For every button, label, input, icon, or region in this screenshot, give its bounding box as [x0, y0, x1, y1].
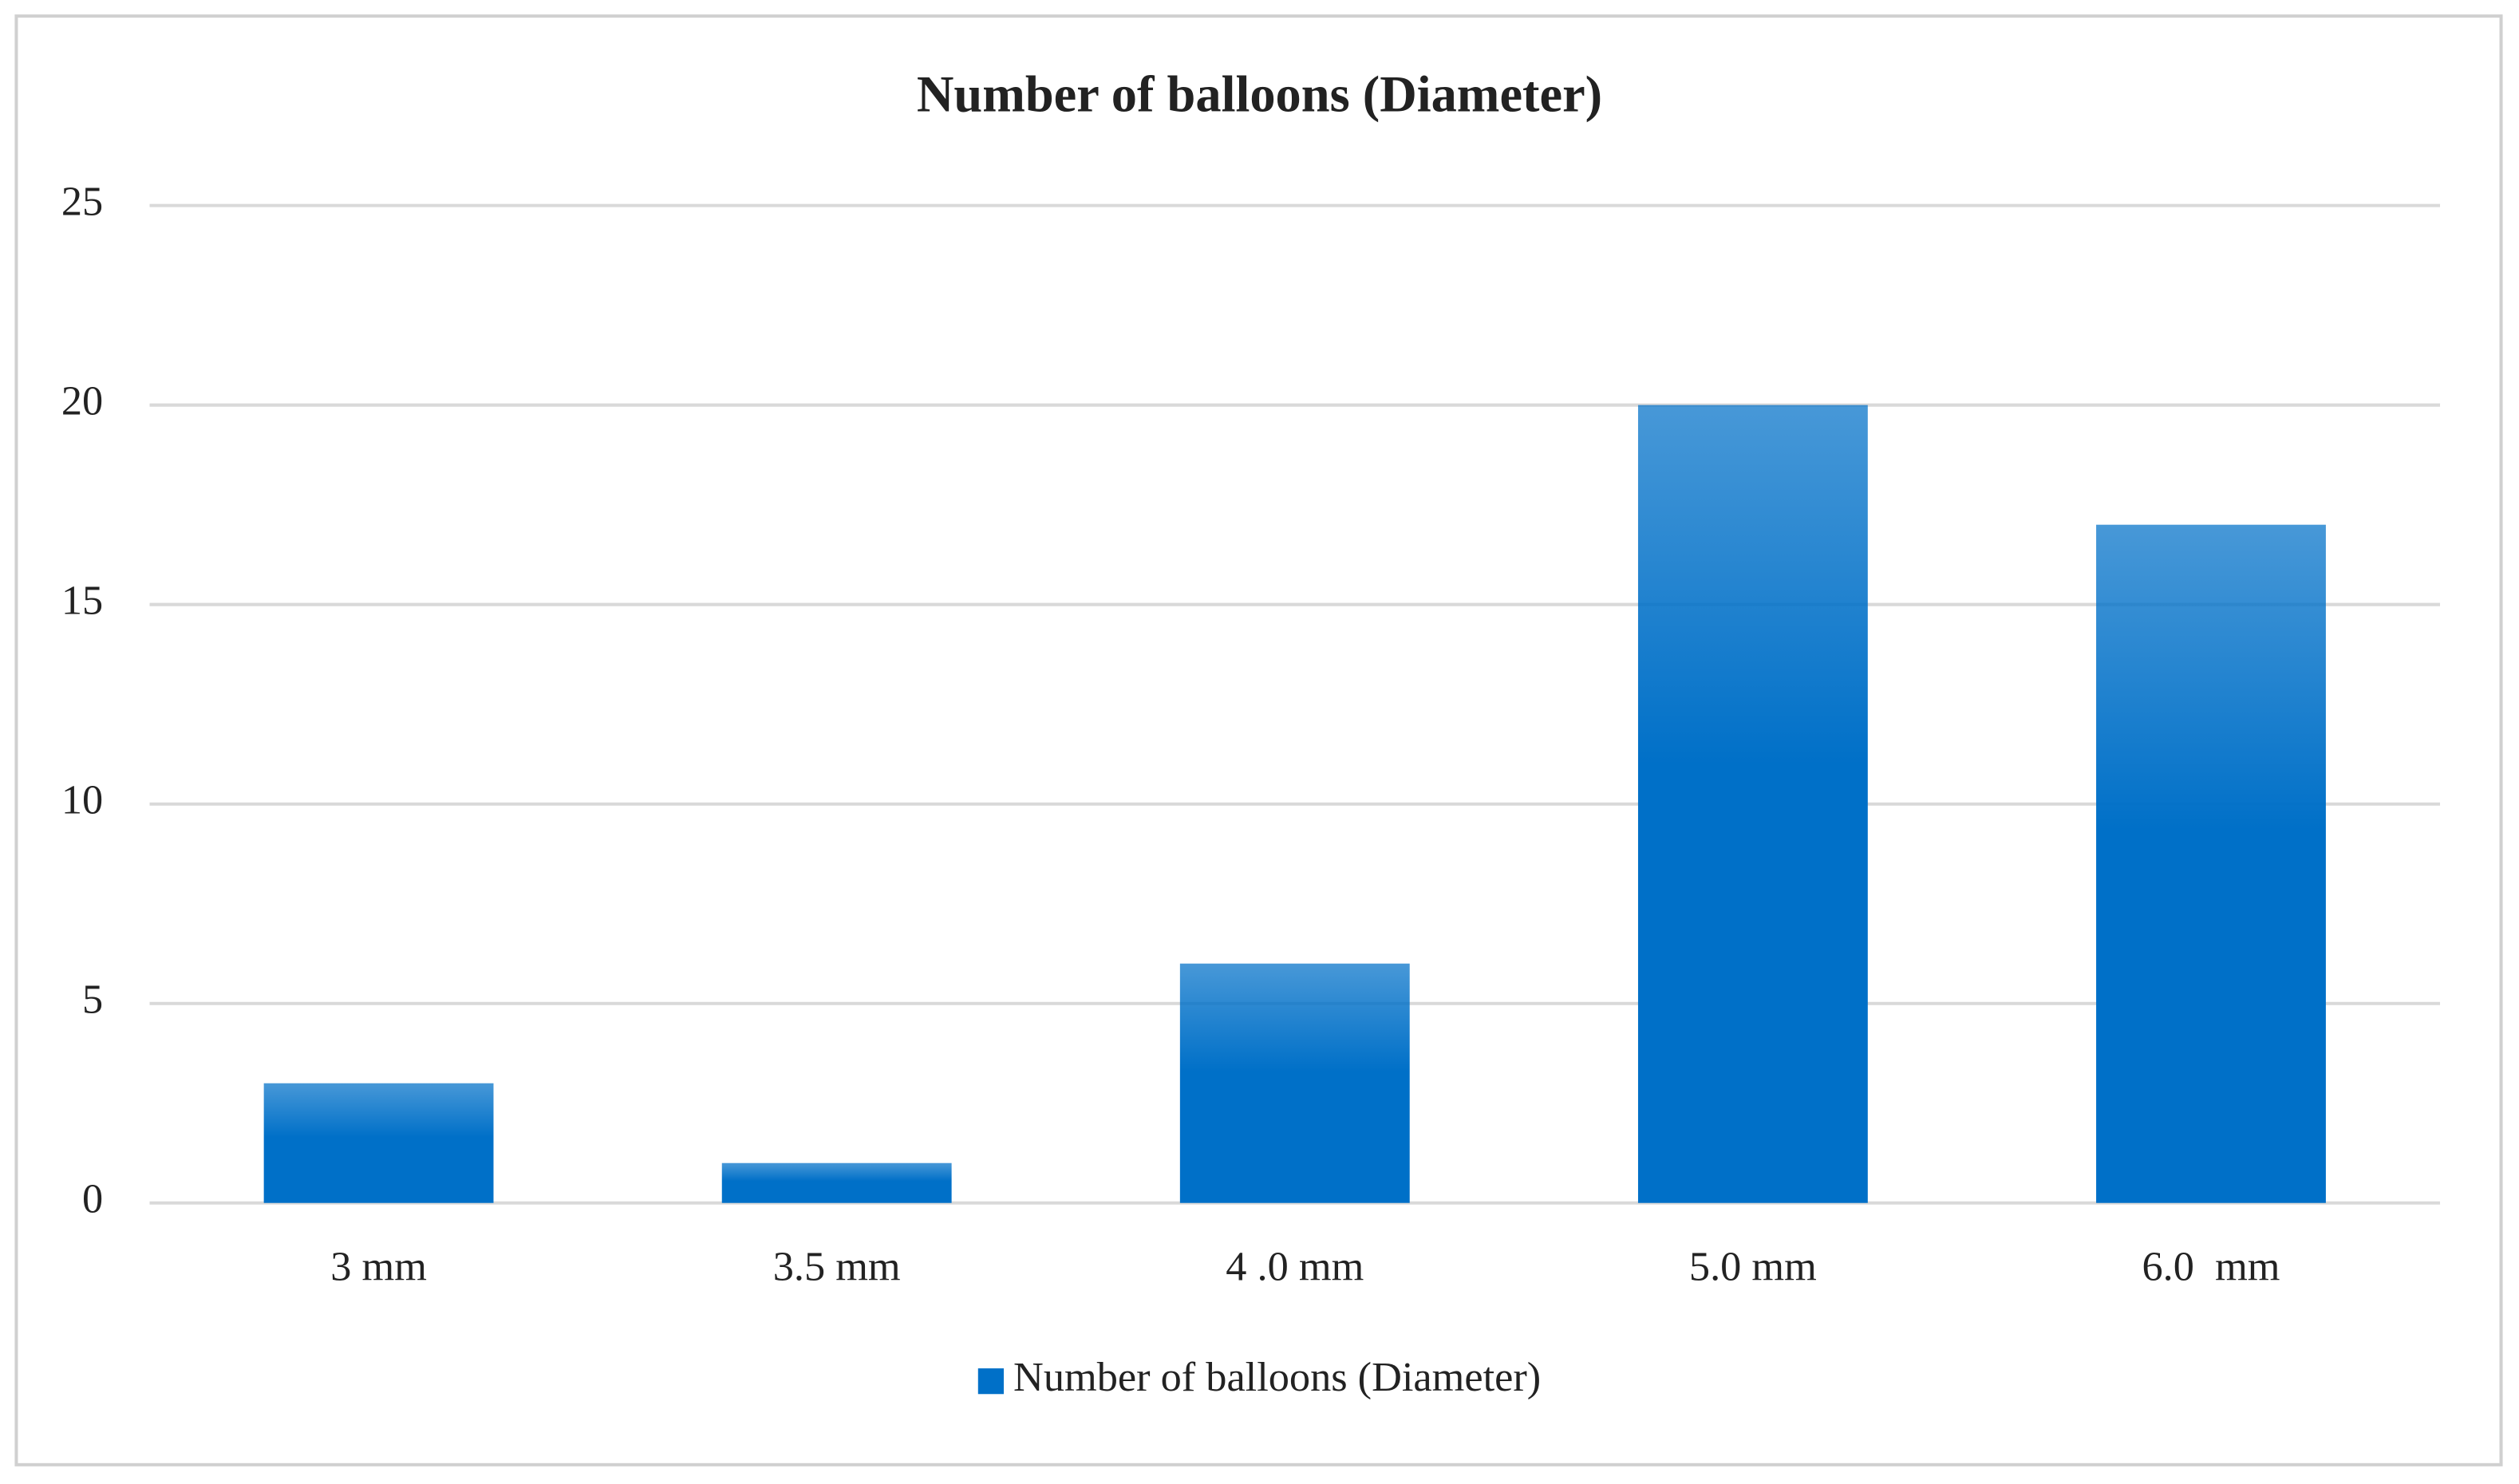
y-tick-label: 25 — [61, 179, 103, 225]
x-tick-label: 4 .0 mm — [1226, 1243, 1364, 1289]
x-tick-label: 5.0 mm — [1689, 1243, 1817, 1289]
x-tick-label: 6.0 mm — [2142, 1243, 2280, 1289]
x-tick-label: 3 mm — [330, 1243, 427, 1289]
y-tick-label: 0 — [82, 1176, 103, 1222]
chart-border — [14, 14, 2503, 1466]
chart-title: Number of balloons (Diameter) — [917, 66, 1602, 123]
legend-label: Number of balloons (Diameter) — [1013, 1354, 1541, 1400]
y-tick-label: 20 — [61, 378, 103, 424]
y-tick-label: 15 — [61, 578, 103, 624]
bar — [721, 1162, 952, 1203]
legend-swatch — [977, 1368, 1004, 1395]
bar — [2096, 524, 2326, 1203]
x-tick-label: 3.5 mm — [773, 1243, 901, 1289]
bar — [1179, 963, 1410, 1203]
bar — [263, 1083, 494, 1203]
bar — [1637, 405, 1868, 1203]
y-tick-label: 5 — [82, 977, 103, 1023]
y-tick-label: 10 — [61, 777, 103, 823]
